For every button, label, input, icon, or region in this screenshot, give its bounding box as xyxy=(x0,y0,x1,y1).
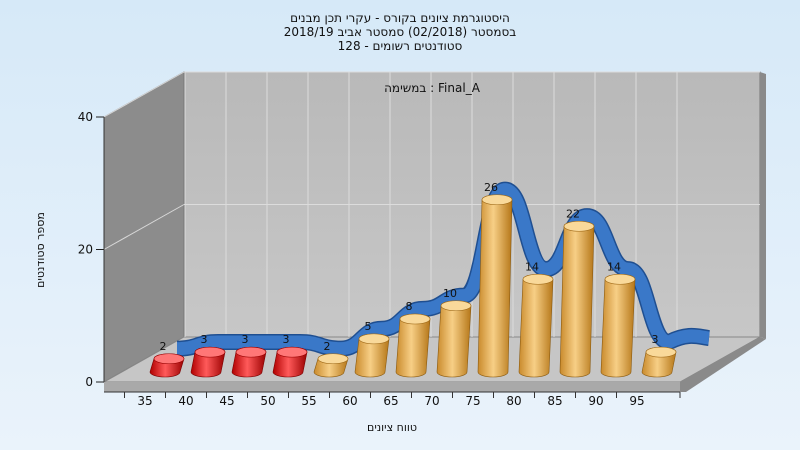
data-label-60: 5 xyxy=(365,320,372,333)
x-tick-label: 40 xyxy=(178,394,193,408)
x-tick-label: 95 xyxy=(629,394,644,408)
bar-85 xyxy=(559,220,595,378)
data-label-50: 3 xyxy=(283,333,290,346)
y-tick-label: 20 xyxy=(78,243,93,257)
distribution-curve xyxy=(176,181,711,357)
bar-top xyxy=(317,353,349,365)
bar-65 xyxy=(395,313,431,378)
bar-body xyxy=(518,273,554,378)
data-label-90: 14 xyxy=(607,260,621,273)
bar-75 xyxy=(477,194,513,378)
x-tick-label: 55 xyxy=(301,394,316,408)
x-tick-label: 85 xyxy=(547,394,562,408)
bar-top xyxy=(194,346,226,358)
y-tick-label: 40 xyxy=(78,110,93,124)
x-tick-label: 75 xyxy=(465,394,480,408)
y-ticks: 0 20 40 xyxy=(78,110,105,389)
title-line-3: סטודנטים רשומים - 128 xyxy=(338,39,463,53)
bar-top xyxy=(645,346,677,358)
bars xyxy=(149,194,677,378)
data-label-80: 14 xyxy=(525,260,539,273)
bar-top xyxy=(276,346,308,358)
bar-top xyxy=(399,313,431,325)
x-tick-label: 50 xyxy=(260,394,275,408)
x-tick-label: 60 xyxy=(342,394,357,408)
bar-body xyxy=(559,220,595,378)
x-axis-title: טווח ציונים xyxy=(367,421,417,434)
y-axis-title: מספר סטודנטים xyxy=(34,212,47,288)
bar-top xyxy=(153,353,185,365)
bar-top xyxy=(481,194,513,206)
data-label-70: 10 xyxy=(443,287,457,300)
grid-line-side xyxy=(103,204,185,250)
y-tick-label: 0 xyxy=(85,375,93,389)
data-label-65: 8 xyxy=(406,300,413,313)
data-label-40: 3 xyxy=(201,333,208,346)
bar-body xyxy=(436,300,472,378)
data-labels: 2 3 3 3 2 5 8 10 26 14 22 14 3 xyxy=(160,181,659,353)
x-tick-label: 90 xyxy=(588,394,603,408)
x-ticks: 35 40 45 50 55 60 65 70 75 80 85 90 95 xyxy=(104,391,681,408)
grid-line-side xyxy=(103,71,185,118)
title-line-2: בסמסטר (02/2018) סמסטר אביב 2018/19 xyxy=(284,25,516,39)
bar-top xyxy=(522,273,554,285)
floor-edge xyxy=(104,382,680,392)
bar-95 xyxy=(641,346,677,378)
curve-ribbon xyxy=(176,183,710,356)
bar-top xyxy=(358,333,390,345)
bar-60 xyxy=(354,333,390,378)
right-side-edge xyxy=(760,72,766,339)
bar-top xyxy=(563,220,595,232)
bar-50 xyxy=(272,346,308,378)
title-line-1: היסטוגרמת ציונים בקורס - עקרי תכן מבנים xyxy=(290,11,510,25)
bar-40 xyxy=(190,346,226,378)
x-tick-label: 80 xyxy=(506,394,521,408)
x-tick-label: 70 xyxy=(424,394,439,408)
bar-top xyxy=(235,346,267,358)
grid-lines xyxy=(103,71,760,337)
data-label-45: 3 xyxy=(242,333,249,346)
chart-title: היסטוגרמת ציונים בקורס - עקרי תכן מבנים … xyxy=(284,11,516,53)
data-label-55: 2 xyxy=(324,340,331,353)
bar-90 xyxy=(600,273,636,378)
floor-right-edge xyxy=(680,337,766,392)
data-label-75: 26 xyxy=(484,181,498,194)
bar-body xyxy=(600,273,636,378)
data-label-95: 3 xyxy=(652,333,659,346)
data-label-35: 2 xyxy=(160,340,167,353)
bar-35 xyxy=(149,353,185,378)
bar-45 xyxy=(231,346,267,378)
bar-55 xyxy=(313,353,349,378)
x-tick-label: 35 xyxy=(137,394,152,408)
bar-top xyxy=(440,300,472,312)
x-tick-label: 45 xyxy=(219,394,234,408)
data-label-85: 22 xyxy=(566,207,580,220)
bar-body xyxy=(477,194,513,378)
bar-70 xyxy=(436,300,472,378)
chart-subtitle: במשימה : Final_A xyxy=(384,81,481,95)
bar-80 xyxy=(518,273,554,378)
x-tick-label: 65 xyxy=(383,394,398,408)
bar-top xyxy=(604,273,636,285)
